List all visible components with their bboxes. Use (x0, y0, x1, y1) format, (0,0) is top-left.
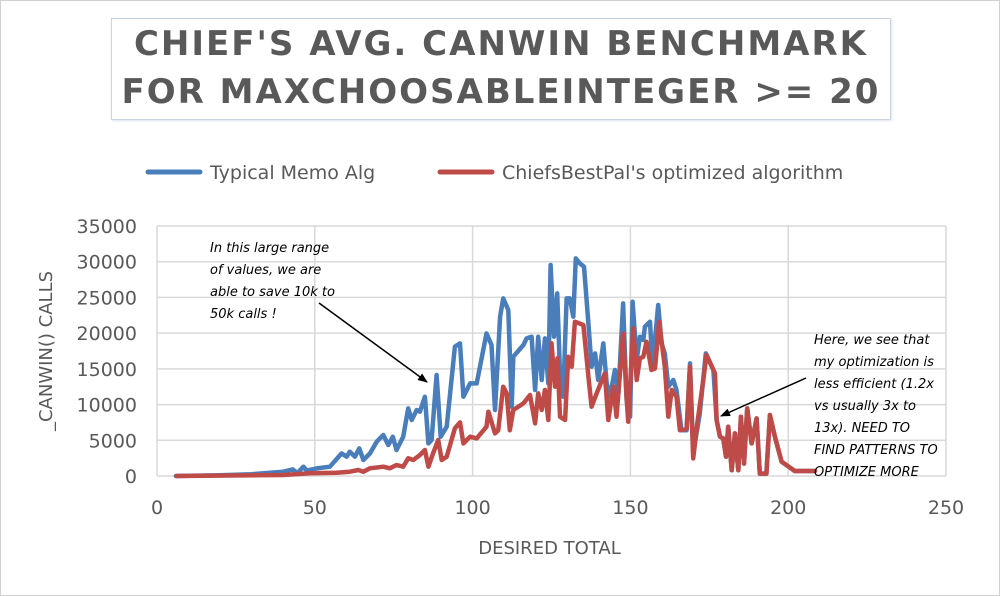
y-tick-label: 0 (125, 466, 137, 488)
y-tick-label: 35000 (77, 216, 137, 238)
annotation-line: OPTIMIZE MORE (814, 465, 919, 480)
x-tick-label: 0 (151, 497, 163, 519)
y-tick-label: 25000 (77, 287, 137, 309)
annotation-line: Here, we see that (814, 333, 930, 348)
annotation-savings: In this large range of values, we are ab… (210, 238, 335, 326)
x-axis-label: DESIRED TOTAL (478, 538, 621, 559)
chart-title: CHIEF'S AVG. CANWIN BENCHMARK FOR MAXCHO… (111, 20, 891, 116)
series-line-1 (174, 319, 818, 479)
annotation-line: FIND PATTERNS TO (814, 443, 938, 458)
annotation-line: vs usually 3x to (814, 399, 917, 414)
annotation-line: 13x). NEED TO (814, 421, 911, 436)
annotation-line: less efficient (1.2x (814, 377, 934, 392)
annotation-inefficiency: Here, we see that my optimization is les… (814, 330, 938, 484)
y-tick-label: 5000 (89, 430, 137, 452)
x-tick-label: 250 (928, 497, 964, 519)
annotation-line: In this large range (210, 241, 330, 256)
y-tick-label: 10000 (77, 395, 137, 417)
chart-title-line-2: FOR MAXCHOOSABLEINTEGER >= 20 (121, 72, 881, 112)
y-tick-label: 15000 (77, 359, 137, 381)
annotation-line: of values, we are (210, 263, 322, 278)
annotation-line: 50k calls ! (210, 307, 277, 322)
x-tick-label: 50 (303, 497, 327, 519)
annotation-arrow (318, 302, 428, 383)
annotation-line: my optimization is (814, 355, 934, 370)
chart-title-line-1: CHIEF'S AVG. CANWIN BENCHMARK (133, 24, 869, 64)
y-axis-label: _CANWIN() CALLS (36, 271, 57, 432)
x-tick-label: 100 (454, 497, 490, 519)
title-box (111, 18, 891, 120)
annotation-line: able to save 10k to (210, 285, 335, 300)
legend-label-1: ChiefsBestPal's optimized algorithm (502, 162, 843, 184)
x-tick-label: 200 (770, 497, 806, 519)
y-tick-label: 30000 (77, 252, 137, 274)
x-tick-label: 150 (612, 497, 648, 519)
y-tick-label: 20000 (77, 323, 137, 345)
annotation-arrow (720, 377, 807, 417)
legend-label-0: Typical Memo Alg (209, 162, 375, 184)
